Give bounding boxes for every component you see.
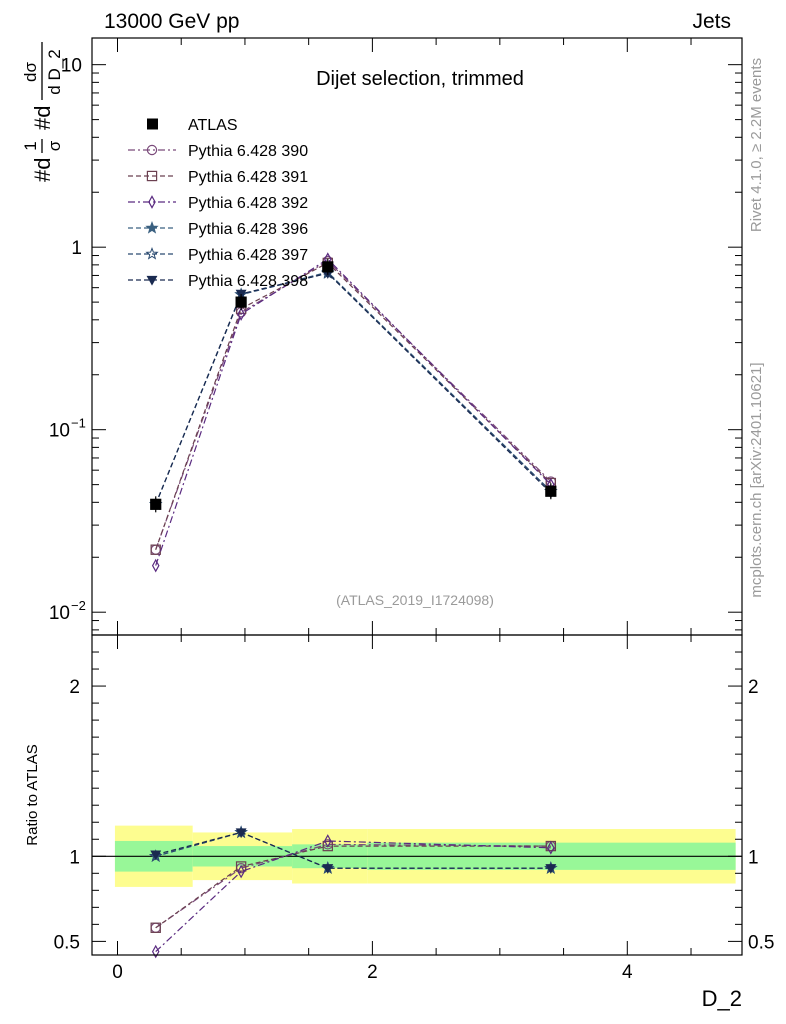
ratio-series-2-point: [237, 864, 245, 879]
ylabel-lead: #d: [30, 158, 55, 182]
main-plot-area: [92, 38, 742, 635]
ratio-y-tick-label-right: 0.5: [748, 932, 774, 953]
ratio-series-5-point: [322, 864, 334, 874]
analysis-id: (ATLAS_2019_I1724098): [336, 592, 494, 608]
series-2-point: [237, 307, 245, 321]
ratio-y-tick-label-right: 1: [748, 847, 759, 868]
y-tick-label-exp: −2: [71, 598, 86, 613]
legend-label-1: Pythia 6.428 391: [188, 169, 308, 186]
legend: ATLAS Pythia 6.428 390 Pythia 6.428 391 Pyt…: [128, 117, 308, 290]
ratio-series-line-2: [155, 840, 551, 953]
ylabel-frac2-num: dσ: [21, 62, 40, 82]
legend-marker-0: [146, 144, 158, 156]
y-tick-label: 10: [61, 56, 82, 77]
series-2-point: [151, 558, 160, 573]
series-line-1: [155, 262, 552, 550]
ratio-y-tick-label-left: 1: [69, 847, 80, 868]
ratio-series-line-1: [155, 845, 551, 929]
ratio-series-1-point: [322, 840, 333, 852]
legend-atlas-marker: [147, 118, 158, 130]
ylabel-frac1-num: 1: [21, 141, 40, 150]
ratio-series-line-0: [155, 843, 551, 929]
legend-marker-4: [145, 246, 159, 260]
ratio-plot-area: [92, 635, 742, 959]
main-y-axis-label: #d 1 σ #d dσ d D_2: [21, 42, 64, 182]
y-tick-label-base: 10: [49, 603, 70, 624]
x-tick-label: 4: [622, 962, 633, 983]
legend-label-5: Pythia 6.428 398: [188, 273, 308, 290]
ratio-panel: 0.5 0.5 1 1 2 2 0 2 4 Ratio to ATLAS D_2: [24, 634, 775, 1011]
series-line-0: [155, 260, 552, 550]
x-tick-labels: 0 2 4: [112, 962, 633, 983]
legend-marker-3: [145, 220, 159, 234]
series-line-5: [155, 272, 552, 505]
ratio-y-axis-label: Ratio to ATLAS: [24, 744, 41, 845]
source-label: mcplots.cern.ch [arXiv:2401.10621]: [748, 362, 765, 597]
series-line-4: [155, 272, 552, 505]
ratio-series-2-point: [323, 834, 332, 848]
ratio-y-tick-labels: 0.5 0.5 1 1 2 2: [54, 677, 775, 953]
ratio-series-1-point: [150, 922, 161, 933]
x-tick-label: 0: [112, 962, 123, 983]
ratio-series-5-point: [235, 828, 247, 839]
header-left: 13000 GeV pp: [104, 10, 239, 33]
ratio-series-5-point: [545, 864, 557, 874]
y-tick-label-exp: −1: [71, 416, 86, 431]
ratio-y-tick-label-left: 0.5: [54, 932, 80, 953]
legend-label-0: Pythia 6.428 390: [188, 143, 308, 160]
ratio-y-tick-label-left: 2: [69, 677, 80, 698]
ratio-series-line-5: [155, 831, 551, 869]
ylabel-mid: #d: [30, 106, 55, 130]
ratio-frame: [91, 634, 743, 956]
ratio-series-2-point: [547, 840, 555, 855]
legend-label-3: Pythia 6.428 396: [188, 221, 308, 238]
ratio-series-5-point: [150, 850, 162, 861]
y-tick-label: 1: [71, 238, 82, 259]
y-tick-label-base: 10: [49, 421, 70, 442]
legend-atlas-label: ATLAS: [188, 117, 238, 134]
ratio-series-line-4: [155, 831, 551, 869]
ratio-series-1-point: [235, 861, 247, 872]
legend-label-4: Pythia 6.428 397: [188, 247, 308, 264]
x-tick-label: 2: [367, 962, 378, 983]
legend-label-2: Pythia 6.428 392: [188, 195, 308, 212]
series-line-2: [155, 258, 552, 566]
plot-title: Dijet selection, trimmed: [316, 68, 524, 90]
ylabel-frac2-den: d D_2: [45, 49, 64, 94]
legend-marker-5: [146, 275, 158, 286]
series-line-3: [155, 271, 552, 505]
ylabel-frac1-den: σ: [45, 140, 64, 151]
legend-marker-2: [148, 195, 156, 209]
ratio-series-2-point: [151, 944, 160, 959]
ratio-y-tick-label-right: 2: [748, 677, 759, 698]
legend-marker-1: [146, 170, 158, 182]
series-1-point: [150, 544, 161, 555]
main-panel: Dijet selection, trimmed (ATLAS_2019_I17…: [49, 37, 743, 636]
rivet-label: Rivet 4.1.0, ≥ 2.2M events: [748, 58, 765, 232]
x-axis-label: D_2: [702, 986, 742, 1011]
header-right: Jets: [692, 10, 731, 33]
